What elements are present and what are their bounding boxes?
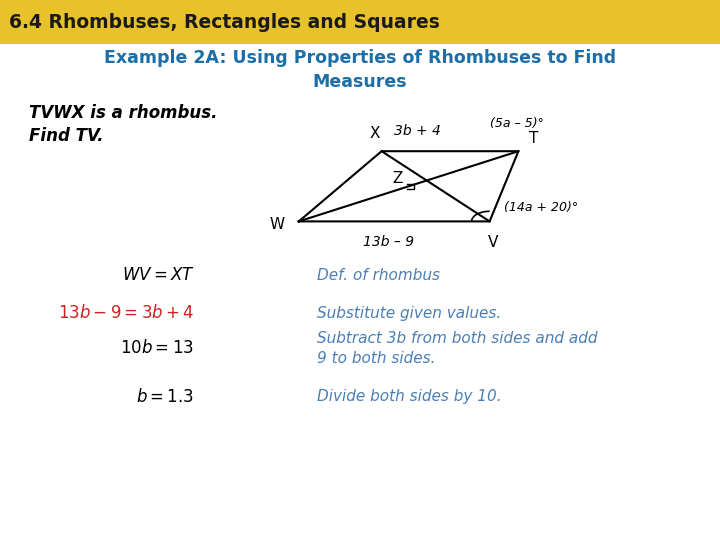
Text: Subtract 3b from both sides and add
9 to both sides.: Subtract 3b from both sides and add 9 to… (317, 330, 598, 366)
FancyBboxPatch shape (0, 0, 720, 44)
Text: $10b = 13$: $10b = 13$ (120, 339, 194, 357)
Text: TVWX is a rhombus.: TVWX is a rhombus. (29, 104, 217, 123)
Text: Find TV.: Find TV. (29, 127, 104, 145)
Text: W: W (269, 217, 284, 232)
Text: (14a + 20)°: (14a + 20)° (504, 201, 578, 214)
Text: Divide both sides by 10.: Divide both sides by 10. (317, 389, 501, 404)
Text: Example 2A: Using Properties of Rhombuses to Find: Example 2A: Using Properties of Rhombuse… (104, 49, 616, 67)
Text: 6.4 Rhombuses, Rectangles and Squares: 6.4 Rhombuses, Rectangles and Squares (9, 12, 440, 32)
Text: (5a – 5)°: (5a – 5)° (490, 117, 544, 130)
Text: $WV = XT$: $WV = XT$ (122, 266, 194, 285)
Text: Def. of rhombus: Def. of rhombus (317, 268, 440, 283)
Text: X: X (369, 126, 379, 141)
Text: V: V (488, 235, 498, 250)
Text: $13b - 9 = 3b + 4$: $13b - 9 = 3b + 4$ (58, 304, 194, 322)
Text: 13b – 9: 13b – 9 (363, 235, 415, 249)
Text: $b = 1.3$: $b = 1.3$ (136, 388, 194, 406)
Text: Z: Z (393, 171, 403, 186)
Text: Measures: Measures (312, 73, 408, 91)
Text: Substitute given values.: Substitute given values. (317, 306, 501, 321)
Text: 3b + 4: 3b + 4 (394, 124, 441, 138)
Text: T: T (529, 131, 539, 146)
